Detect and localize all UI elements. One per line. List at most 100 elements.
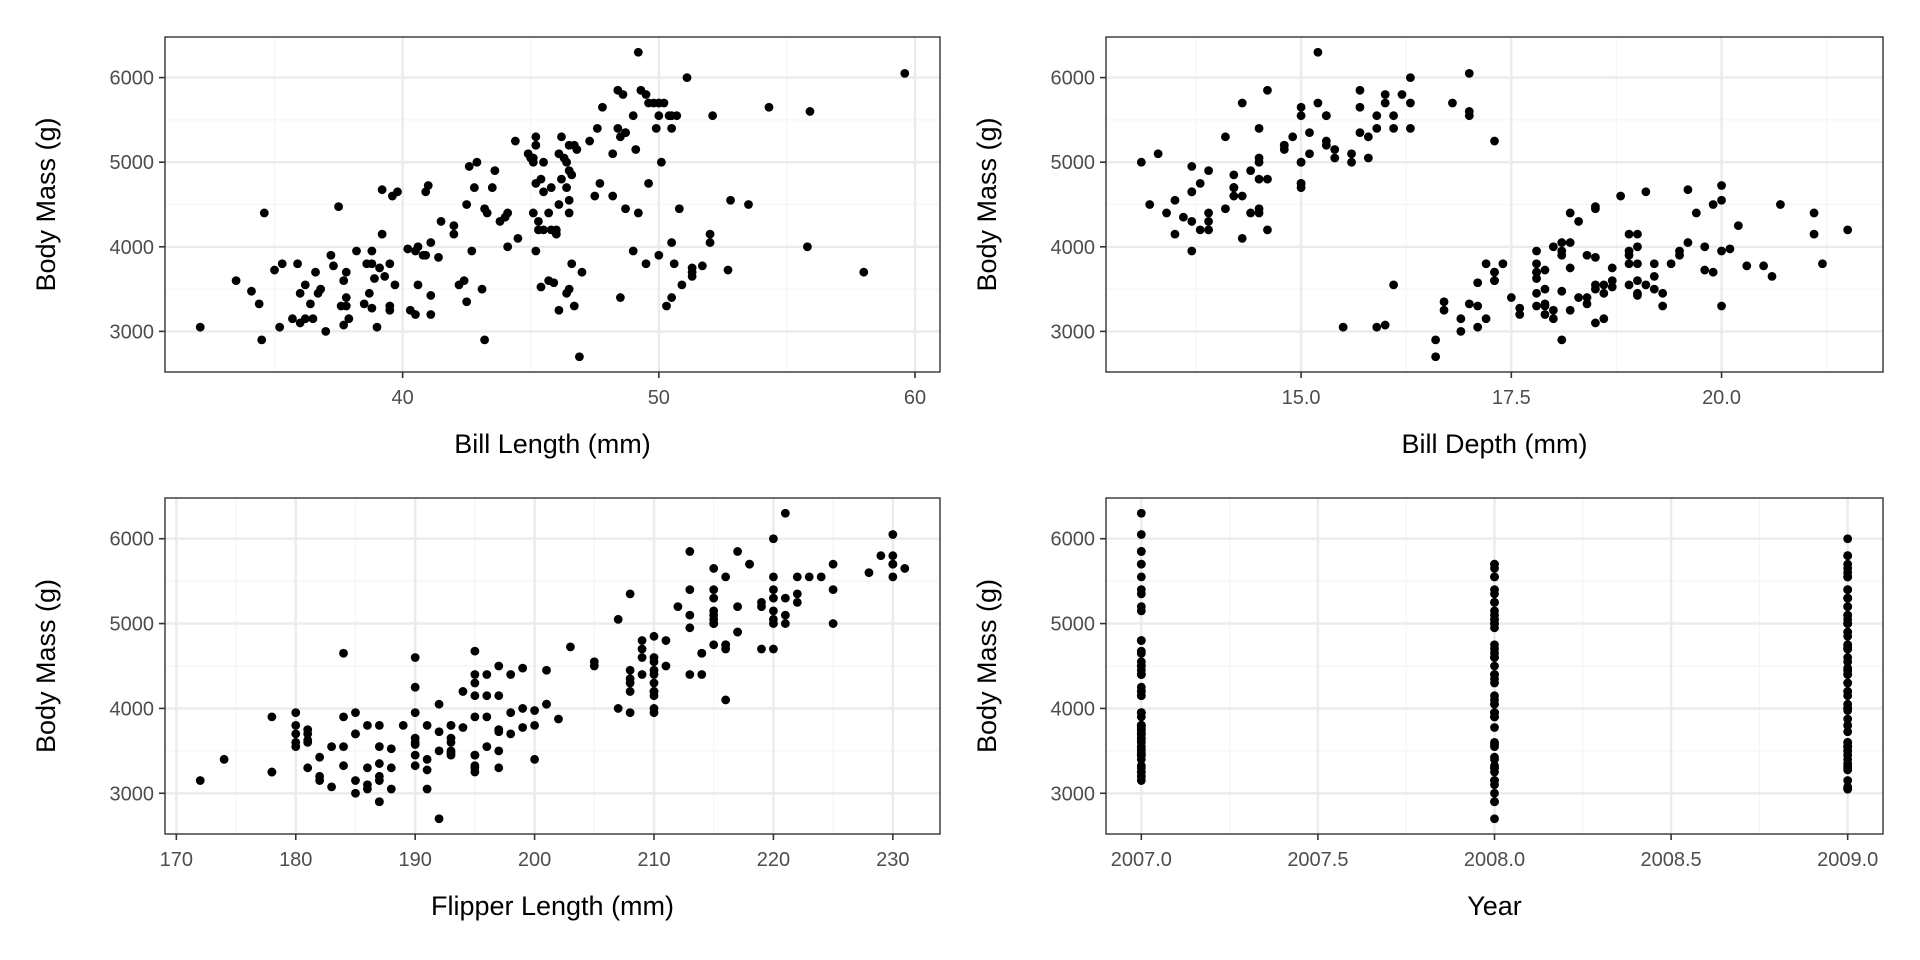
data-point	[434, 727, 444, 737]
data-point	[554, 305, 564, 315]
data-point	[1843, 585, 1853, 595]
data-point	[1683, 238, 1693, 247]
data-point	[769, 593, 778, 603]
data-point	[363, 763, 372, 773]
data-point	[503, 242, 513, 252]
data-point	[195, 776, 205, 785]
data-point	[506, 670, 516, 679]
data-point	[1591, 252, 1600, 262]
data-point	[1633, 276, 1642, 286]
panel-border	[164, 36, 941, 373]
x-axis-title: Flipper Length (mm)	[431, 891, 674, 921]
data-point	[641, 259, 651, 269]
data-point	[613, 123, 623, 133]
data-point	[637, 636, 647, 645]
data-point	[618, 90, 628, 99]
data-point	[339, 761, 348, 771]
data-point	[1843, 619, 1853, 628]
data-point	[316, 284, 326, 294]
y-axis-title: Body Mass (g)	[31, 579, 61, 753]
data-point	[1725, 244, 1735, 254]
data-point	[1136, 589, 1146, 599]
data-point	[567, 259, 577, 269]
data-point	[446, 720, 456, 730]
data-point	[592, 123, 602, 133]
data-point	[480, 204, 490, 214]
data-point	[649, 631, 659, 641]
data-point	[697, 670, 707, 679]
data-point	[372, 322, 382, 332]
data-point	[1136, 729, 1146, 739]
data-point	[1532, 301, 1541, 311]
data-point	[649, 98, 659, 108]
data-point	[1565, 263, 1575, 273]
data-point	[1221, 204, 1230, 214]
data-point	[434, 814, 444, 824]
data-point	[1515, 303, 1525, 313]
data-point	[1145, 200, 1155, 209]
data-point	[472, 157, 482, 167]
data-point	[1759, 261, 1768, 271]
data-point	[528, 208, 538, 218]
data-point	[470, 670, 480, 679]
data-point	[590, 191, 600, 201]
data-point	[1490, 678, 1499, 688]
data-point	[327, 782, 336, 792]
data-point	[1313, 98, 1323, 108]
data-point	[411, 310, 420, 319]
data-point	[387, 191, 397, 201]
data-point	[526, 153, 536, 163]
data-point	[315, 752, 325, 762]
data-point	[374, 776, 384, 785]
data-point	[1540, 301, 1550, 311]
panel-1: 40 50 60 3000 4000 5000 6000 Bill Length (mm) Bo…	[31, 36, 941, 459]
data-point	[1406, 123, 1415, 133]
data-point	[625, 708, 635, 718]
data-point	[792, 589, 802, 599]
data-point	[1170, 229, 1180, 239]
data-point	[1599, 314, 1609, 324]
data-point	[531, 178, 541, 188]
data-point	[1843, 602, 1853, 612]
data-point	[410, 653, 420, 662]
data-point	[1675, 246, 1684, 256]
data-point	[339, 320, 349, 330]
data-point	[557, 132, 566, 142]
y-tick-label: 3000	[110, 783, 155, 805]
data-point	[1599, 288, 1609, 298]
data-point	[637, 653, 647, 662]
data-point	[685, 547, 695, 556]
data-point	[464, 162, 474, 171]
data-point	[804, 572, 814, 582]
data-point	[1397, 90, 1407, 99]
data-point	[1843, 572, 1853, 582]
data-point	[564, 208, 574, 218]
data-point	[625, 687, 635, 696]
data-point	[900, 564, 910, 573]
data-point	[1490, 723, 1499, 732]
data-point	[351, 788, 360, 798]
data-point	[380, 272, 390, 281]
y-axis-title: Body Mass (g)	[972, 117, 1002, 291]
data-point	[1263, 174, 1272, 184]
data-point	[1843, 759, 1853, 768]
data-point	[344, 314, 354, 324]
data-point	[625, 665, 635, 675]
data-point	[1843, 687, 1853, 696]
data-point	[303, 729, 313, 739]
data-point	[1490, 695, 1499, 705]
data-point	[723, 265, 733, 275]
data-point	[1548, 305, 1558, 315]
data-point	[685, 610, 695, 620]
data-point	[374, 797, 384, 807]
data-point	[542, 665, 551, 675]
data-point	[1540, 265, 1550, 275]
data-point	[506, 708, 516, 718]
data-point	[733, 547, 742, 556]
data-point	[352, 246, 361, 256]
data-point	[1321, 111, 1331, 121]
data-point	[1809, 229, 1819, 239]
data-point	[1136, 708, 1146, 718]
y-tick-label: 6000	[1051, 529, 1096, 551]
